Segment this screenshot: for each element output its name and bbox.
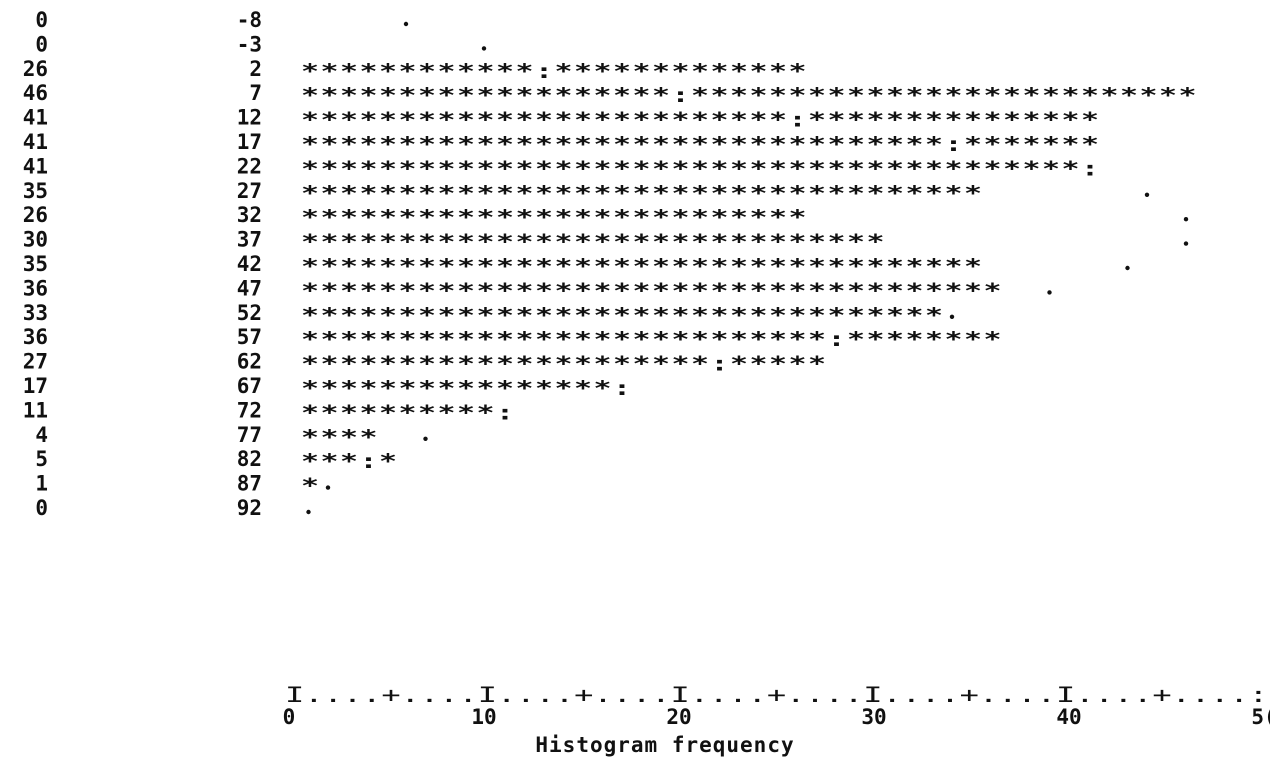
frequency-label: 0	[35, 496, 48, 520]
histogram-bar: ****	[301, 425, 379, 449]
frequency-label: 0	[35, 8, 48, 32]
histogram-bar: ****************:	[301, 376, 633, 400]
frequency-label: 41	[23, 154, 48, 178]
x-tick-label: 30	[861, 705, 886, 729]
histogram-bar: ***************************:********	[301, 327, 1003, 351]
frequency-label: 5	[35, 447, 48, 471]
bin-midpoint-label: 27	[237, 179, 262, 203]
bin-midpoint-label: 7	[249, 81, 262, 105]
x-tick-label: 40	[1056, 705, 1081, 729]
expected-frequency-dot	[1125, 265, 1130, 271]
bin-midpoint-label: 87	[237, 472, 262, 496]
histogram-bar: ***********************************	[301, 254, 984, 278]
expected-frequency-dot	[423, 436, 428, 441]
bin-midpoint-label: 57	[237, 325, 262, 349]
histogram-bar: ************************************	[301, 278, 1003, 302]
bin-midpoint-label: 42	[237, 252, 262, 276]
expected-frequency-dot	[1183, 217, 1189, 222]
histogram-bar: *********************************	[301, 303, 945, 327]
x-tick-label: 20	[666, 705, 691, 729]
expected-frequency-dot	[1183, 241, 1189, 246]
expected-frequency-dot	[1144, 192, 1150, 197]
histogram-bar: *********************************:******…	[301, 132, 1101, 156]
bin-midpoint-label: 62	[237, 350, 262, 374]
expected-frequency-dot	[1047, 290, 1052, 295]
bin-midpoint-label: 12	[237, 106, 262, 130]
frequency-label: 30	[23, 228, 48, 252]
histogram-bar: ***:*	[301, 449, 399, 473]
histogram-bar: ***********************************	[301, 181, 984, 205]
bin-midpoint-label: 2	[249, 57, 262, 81]
frequency-label: 11	[23, 398, 48, 422]
frequency-label: 27	[23, 350, 48, 374]
histogram-bar: *********************:*****	[301, 352, 828, 376]
frequency-label: 46	[23, 81, 48, 105]
x-axis-title: Histogram frequency	[535, 733, 794, 757]
frequency-label: 36	[23, 276, 48, 300]
expected-frequency-dot	[306, 509, 311, 515]
expected-frequency-dot	[481, 46, 487, 51]
histogram-bar: *************************:**************…	[301, 108, 1101, 132]
frequency-label: 0	[35, 32, 48, 56]
bin-midpoint-label: 52	[237, 301, 262, 325]
bin-midpoint-label: 37	[237, 228, 262, 252]
x-tick-label: 5(	[1251, 705, 1270, 729]
frequency-label: 33	[23, 301, 48, 325]
bin-midpoint-label: 72	[237, 398, 262, 422]
frequency-label: 41	[23, 106, 48, 130]
bin-midpoint-label: -3	[237, 32, 262, 56]
histogram-bar: ******************************	[301, 230, 886, 254]
histogram-bar: **************************	[301, 205, 808, 229]
frequency-label: 35	[23, 252, 48, 276]
frequency-label: 4	[35, 423, 48, 447]
frequency-label: 41	[23, 130, 48, 154]
histogram-bar: *******************:********************…	[301, 83, 1198, 107]
histogram-bar: ****************************************…	[301, 156, 1101, 180]
bin-midpoint-label: 92	[237, 496, 262, 520]
frequency-label: 17	[23, 374, 48, 398]
bin-midpoint-label: 32	[237, 203, 262, 227]
bin-midpoint-label: 17	[237, 130, 262, 154]
histogram-bar: *	[301, 474, 321, 498]
expected-frequency-dot	[325, 485, 331, 490]
expected-frequency-dot	[403, 21, 409, 27]
bin-midpoint-label: -8	[237, 8, 262, 32]
frequency-label: 1	[35, 472, 48, 496]
frequency-label: 26	[23, 57, 48, 81]
frequency-label: 26	[23, 203, 48, 227]
bin-midpoint-label: 22	[237, 154, 262, 178]
x-tick-label: 0	[283, 705, 296, 729]
histogram-bar: ************:*************	[301, 59, 808, 83]
expected-frequency-dot	[949, 314, 955, 319]
histogram-bar: **********:	[301, 400, 516, 424]
frequency-label: 36	[23, 325, 48, 349]
frequency-label: 35	[23, 179, 48, 203]
bin-midpoint-label: 77	[237, 423, 262, 447]
x-axis-ruler: I....+....I....+....I....+....I....+....…	[285, 683, 1268, 707]
x-tick-label: 10	[471, 705, 496, 729]
bin-midpoint-label: 67	[237, 374, 262, 398]
bin-midpoint-label: 47	[237, 276, 262, 300]
bin-midpoint-label: 82	[237, 447, 262, 471]
